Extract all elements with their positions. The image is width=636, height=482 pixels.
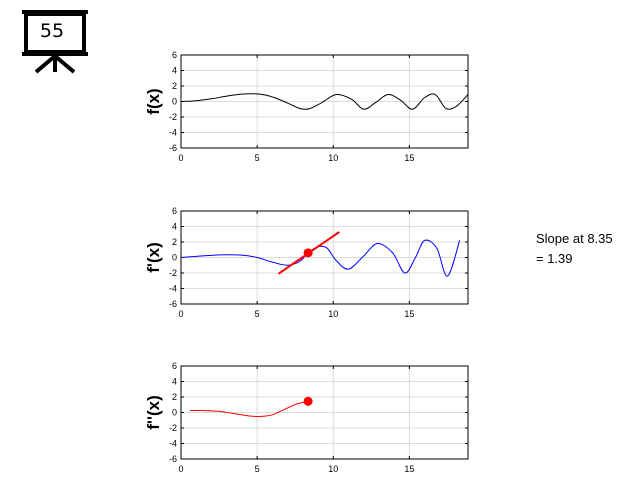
slope-annotation-line1: Slope at 8.35 (536, 231, 613, 246)
x-tick-label: 15 (404, 153, 414, 163)
y-tick-label: -4 (169, 284, 177, 294)
y-tick-label: 2 (172, 81, 177, 91)
y-tick-label: -6 (169, 299, 177, 309)
y-axis-label: f'(x) (144, 242, 163, 272)
y-tick-label: 4 (172, 377, 177, 387)
y-tick-label: -2 (169, 112, 177, 122)
x-tick-label: 10 (328, 153, 338, 163)
y-tick-label: -6 (169, 143, 177, 153)
x-tick-label: 15 (404, 464, 414, 474)
y-tick-label: 4 (172, 66, 177, 76)
x-tick-label: 10 (328, 464, 338, 474)
slope-annotation: Slope at 8.35 = 1.39 (536, 229, 632, 269)
x-tick-label: 10 (328, 309, 338, 319)
slope-annotation-line2: = 1.39 (536, 251, 573, 266)
x-tick-label: 0 (178, 309, 183, 319)
y-tick-label: -2 (169, 423, 177, 433)
y-tick-label: -6 (169, 454, 177, 464)
x-tick-label: 5 (255, 464, 260, 474)
x-tick-label: 0 (178, 464, 183, 474)
current-point-marker (303, 248, 313, 258)
y-tick-label: -4 (169, 439, 177, 449)
y-tick-label: 0 (172, 408, 177, 418)
x-tick-label: 15 (404, 309, 414, 319)
chart-3: 0 5 10 15 -6 -4 -2 0 2 4 6 f''(x) (144, 361, 469, 474)
x-tick-label: 0 (178, 153, 183, 163)
y-axis-label: f(x) (144, 88, 163, 114)
presentation-board-icon (20, 8, 90, 74)
y-tick-label: -4 (169, 128, 177, 138)
y-tick-label: 4 (172, 222, 177, 232)
y-axis-label: f''(x) (144, 395, 163, 430)
series-line (190, 400, 309, 417)
chart-1: 0 5 10 15 -6 -4 -2 0 2 4 6 f(x) (144, 50, 469, 163)
y-tick-label: 0 (172, 97, 177, 107)
y-tick-label: 6 (172, 50, 177, 60)
chart-2: 0 5 10 15 -6 -4 -2 0 2 4 6 f'(x) (144, 206, 469, 319)
y-tick-label: 2 (172, 392, 177, 402)
series-line (181, 239, 461, 277)
y-tick-label: 6 (172, 206, 177, 216)
y-tick-label: 2 (172, 237, 177, 247)
y-tick-label: 6 (172, 361, 177, 371)
series-line (181, 93, 468, 110)
badge-label: 55 (39, 20, 65, 42)
x-tick-label: 5 (255, 153, 260, 163)
x-tick-label: 5 (255, 309, 260, 319)
y-tick-label: -2 (169, 268, 177, 278)
y-tick-label: 0 (172, 253, 177, 263)
current-point-marker (303, 396, 313, 406)
